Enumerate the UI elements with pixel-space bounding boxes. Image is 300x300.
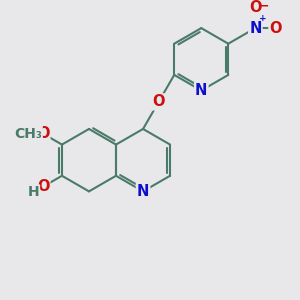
Text: +: + xyxy=(259,14,266,23)
Text: O: O xyxy=(152,94,165,110)
Text: N: N xyxy=(249,21,262,36)
Text: N: N xyxy=(137,184,149,199)
Text: CH₃: CH₃ xyxy=(14,127,42,141)
Text: O: O xyxy=(249,0,262,15)
Text: O: O xyxy=(37,179,50,194)
Text: H: H xyxy=(28,185,40,199)
Text: O: O xyxy=(37,126,50,141)
Text: −: − xyxy=(259,0,270,13)
Text: O: O xyxy=(269,21,282,36)
Text: N: N xyxy=(195,83,208,98)
